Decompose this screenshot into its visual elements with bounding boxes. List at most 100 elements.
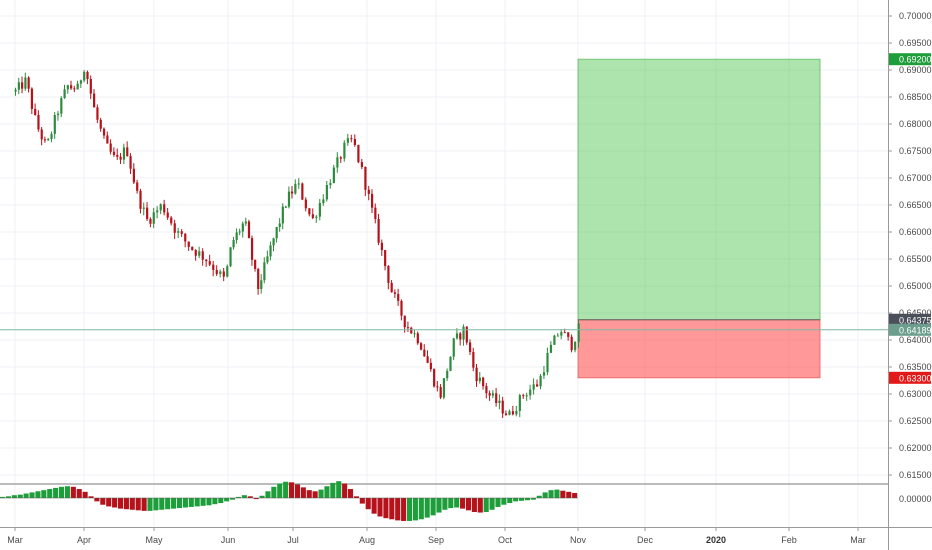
candle[interactable]	[482, 377, 485, 387]
candle[interactable]	[14, 89, 17, 92]
candle[interactable]	[109, 143, 112, 152]
candle[interactable]	[563, 332, 566, 334]
candle[interactable]	[462, 326, 465, 340]
candle[interactable]	[102, 128, 106, 136]
candle[interactable]	[281, 206, 284, 224]
candle[interactable]	[132, 168, 135, 183]
candle[interactable]	[241, 223, 244, 232]
candle[interactable]	[574, 341, 577, 351]
stop-loss-zone[interactable]	[577, 319, 821, 379]
candle[interactable]	[491, 393, 495, 396]
candle[interactable]	[260, 280, 263, 289]
price-axis[interactable]: 0.70000 0.69500 0.69000 0.68500 0.68000 0.675…	[888, 11, 932, 480]
candle[interactable]	[122, 147, 126, 160]
candle[interactable]	[304, 199, 307, 209]
candle[interactable]	[99, 119, 102, 129]
candle[interactable]	[275, 226, 278, 239]
candle[interactable]	[229, 247, 232, 267]
candle[interactable]	[308, 208, 311, 215]
candle[interactable]	[400, 300, 403, 316]
candle[interactable]	[21, 82, 24, 89]
candle[interactable]	[315, 216, 318, 218]
candle[interactable]	[180, 231, 183, 234]
candle[interactable]	[27, 77, 30, 89]
candle[interactable]	[37, 114, 40, 130]
candle[interactable]	[47, 139, 50, 141]
candle[interactable]	[384, 250, 387, 267]
oscillator-histogram[interactable]	[0, 481, 578, 521]
candle[interactable]	[360, 162, 364, 168]
candle[interactable]	[511, 411, 515, 415]
candle[interactable]	[318, 203, 321, 217]
candle[interactable]	[553, 335, 556, 345]
candle[interactable]	[142, 207, 145, 209]
candle[interactable]	[222, 271, 225, 277]
candle[interactable]	[156, 210, 159, 213]
position-zones[interactable]	[577, 58, 821, 379]
candle[interactable]	[423, 349, 426, 357]
candle[interactable]	[24, 77, 27, 89]
candle[interactable]	[208, 261, 211, 265]
candle[interactable]	[287, 191, 291, 207]
candle[interactable]	[215, 270, 218, 275]
candle[interactable]	[449, 356, 452, 371]
candle[interactable]	[311, 214, 314, 218]
candle[interactable]	[546, 352, 549, 373]
candle[interactable]	[96, 107, 99, 120]
candle[interactable]	[86, 71, 89, 79]
candle[interactable]	[184, 233, 187, 242]
candle[interactable]	[257, 268, 260, 289]
candle[interactable]	[166, 212, 169, 218]
candle[interactable]	[278, 223, 281, 227]
candle[interactable]	[34, 108, 37, 115]
candle[interactable]	[567, 332, 570, 337]
candle[interactable]	[159, 204, 162, 211]
candle[interactable]	[549, 344, 553, 353]
candle[interactable]	[367, 189, 370, 194]
candle[interactable]	[465, 326, 468, 343]
candle[interactable]	[439, 387, 442, 398]
candle[interactable]	[377, 219, 380, 243]
candle[interactable]	[556, 335, 559, 337]
candle[interactable]	[56, 113, 60, 116]
candle[interactable]	[173, 223, 176, 233]
candle[interactable]	[219, 271, 222, 275]
candle[interactable]	[116, 154, 119, 157]
candle[interactable]	[191, 246, 194, 250]
candle[interactable]	[472, 351, 475, 368]
candle[interactable]	[66, 85, 69, 90]
candle[interactable]	[429, 362, 432, 370]
candle[interactable]	[139, 190, 142, 209]
candle[interactable]	[63, 89, 66, 99]
candle[interactable]	[269, 245, 272, 257]
candle[interactable]	[539, 375, 542, 387]
candle[interactable]	[290, 191, 294, 194]
candle[interactable]	[560, 332, 563, 336]
candle[interactable]	[170, 217, 173, 224]
candle[interactable]	[353, 139, 357, 145]
candle[interactable]	[426, 356, 429, 363]
candle[interactable]	[177, 231, 180, 233]
candle[interactable]	[212, 264, 215, 271]
candle[interactable]	[536, 384, 539, 387]
candle[interactable]	[266, 256, 269, 263]
candle[interactable]	[336, 157, 339, 168]
candle[interactable]	[152, 212, 155, 224]
candle[interactable]	[522, 395, 525, 397]
candle[interactable]	[570, 336, 573, 351]
candle[interactable]	[501, 400, 504, 414]
candle[interactable]	[332, 167, 335, 184]
candle[interactable]	[374, 207, 377, 220]
candle[interactable]	[284, 206, 288, 208]
candle[interactable]	[357, 144, 360, 163]
candle[interactable]	[515, 410, 518, 415]
candle[interactable]	[380, 242, 383, 251]
candle[interactable]	[43, 139, 47, 141]
candle[interactable]	[73, 88, 76, 90]
candle[interactable]	[577, 323, 580, 342]
candle[interactable]	[254, 259, 257, 269]
candle[interactable]	[146, 207, 149, 219]
candle[interactable]	[93, 93, 96, 108]
candle[interactable]	[70, 85, 73, 89]
candle[interactable]	[350, 138, 353, 140]
